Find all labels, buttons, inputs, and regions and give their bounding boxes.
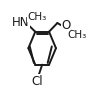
Text: CH₃: CH₃ (67, 30, 86, 40)
Text: Cl: Cl (32, 75, 43, 88)
Text: CH₃: CH₃ (28, 12, 47, 22)
Text: HN: HN (12, 16, 30, 29)
Text: O: O (62, 19, 71, 32)
